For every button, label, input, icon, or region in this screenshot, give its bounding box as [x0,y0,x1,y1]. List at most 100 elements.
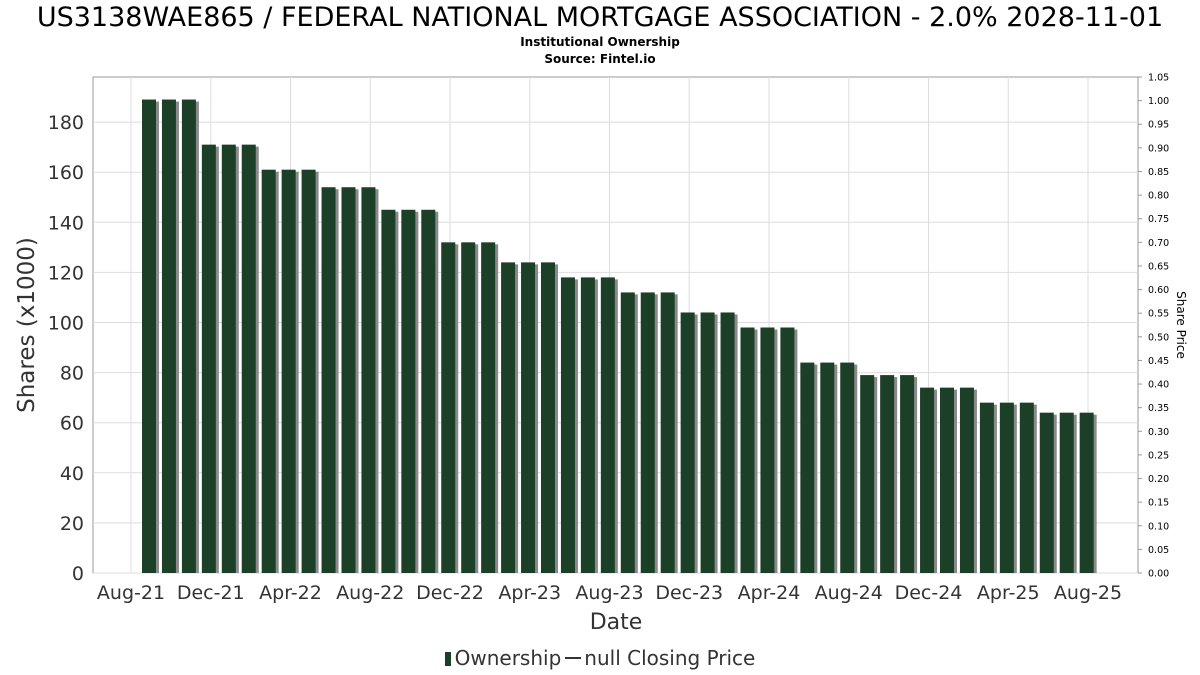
x-tick-label: Aug-25 [1054,582,1122,604]
ownership-bar [281,169,296,573]
y2-tick-label: 0.25 [1148,450,1169,461]
y2-tick-label: 0.80 [1148,191,1169,202]
x-tick-label: Aug-23 [575,582,643,604]
y2-tick-label: 0.60 [1148,285,1169,296]
x-tick-label: Aug-22 [336,582,404,604]
ownership-bar [541,262,555,573]
ownership-bar [261,169,276,573]
ownership-legend-swatch [444,652,451,666]
y2-tick-label: 0.70 [1148,238,1169,249]
y2-tick-label: 0.20 [1148,474,1169,485]
ownership-bar [221,144,236,574]
ownership-bar [161,99,176,573]
x-tick-label: Apr-24 [738,582,801,604]
ownership-bar [421,209,436,573]
y-tick-label: 140 [48,212,84,234]
closing-price-legend-swatch [565,657,582,659]
ownership-bar [461,242,476,574]
chart-subtitle-source: Source: Fintel.io [544,52,656,66]
ownership-bar [780,327,795,573]
y2-axis-title: Share Price [1174,291,1188,359]
y2-tick-label: 0.15 [1148,498,1169,509]
closing-price-legend-label: null Closing Price [584,646,756,670]
chart-title: US3138WAE865 / FEDERAL NATIONAL MORTGAGE… [36,2,1164,33]
ownership-bar [521,262,536,573]
ownership-bar [401,209,416,573]
legend: Ownership null Closing Price [0,646,1200,670]
y2-tick-label: 0.75 [1148,214,1169,225]
y2-tick-label: 1.00 [1148,96,1169,107]
ownership-bar [999,402,1014,573]
x-tick-label: Dec-23 [655,582,723,604]
y-tick-label: 180 [48,112,84,134]
ownership-bar [940,387,954,573]
y-tick-label: 120 [48,262,84,284]
y2-tick-label: 1.05 [1148,73,1169,84]
y2-tick-label: 0.55 [1148,309,1169,320]
y2-tick-label: 0.45 [1148,356,1169,367]
ownership-bar [501,262,516,573]
ownership-bar [181,99,196,573]
ownership-bar [760,327,775,573]
y2-tick-label: 0.95 [1148,120,1169,131]
chart-subtitle-ownership: Institutional Ownership [520,35,680,49]
y-tick-label: 100 [48,312,84,334]
y-tick-label: 160 [48,162,84,184]
ownership-bar [1019,402,1034,573]
y-axis-title: Shares (x1000) [14,237,40,413]
y2-tick-label: 0.85 [1148,167,1169,178]
y2-tick-label: 0.35 [1148,403,1169,414]
ownership-bar [740,327,755,573]
x-tick-label: Apr-22 [259,582,322,604]
ownership-bar [680,312,695,573]
y-tick-label: 20 [60,513,84,535]
ownership-bar [660,292,675,573]
ownership-bar [580,277,595,573]
ownership-bar [640,292,655,573]
ownership-bar [720,312,735,573]
y-tick-label: 0 [72,563,84,585]
ownership-bar [979,402,994,573]
x-tick-label: Apr-23 [498,582,561,604]
ownership-bar [441,242,456,574]
ownership-bar [600,277,615,573]
y2-tick-label: 0.90 [1148,143,1169,154]
y2-tick-label: 0.65 [1148,261,1169,272]
ownership-bar [361,187,376,573]
ownership-legend-label: Ownership [454,646,562,670]
ownership-bar [201,144,216,574]
ownership-bar [800,362,815,573]
x-tick-label: Apr-25 [977,582,1040,604]
x-tick-label: Dec-22 [416,582,484,604]
y-tick-label: 40 [60,463,84,485]
y2-tick-label: 0.40 [1148,380,1169,391]
ownership-bar [620,292,635,573]
y2-tick-label: 0.50 [1148,332,1169,343]
y2-tick-label: 0.30 [1148,427,1169,438]
x-tick-label: Dec-24 [895,582,963,604]
ownership-bar [1059,412,1074,573]
ownership-bar [820,362,835,573]
ownership-bar [321,187,336,573]
ownership-bar [920,387,935,573]
ownership-bar [481,242,496,574]
ownership-bar [860,375,875,573]
ownership-bar [700,312,715,573]
x-tick-label: Dec-21 [177,582,245,604]
y2-tick-label: 0.10 [1148,521,1169,532]
ownership-bar [241,144,256,574]
y2-tick-label: 0.00 [1148,569,1169,580]
ownership-bar [560,277,575,573]
ownership-bar [301,169,316,573]
ownership-bar [142,99,156,573]
ownership-bar [959,387,974,573]
ownership-bar [381,209,396,573]
ownership-bar [840,362,855,573]
x-tick-label: Aug-21 [97,582,165,604]
ownership-bar [341,187,356,573]
y2-tick-label: 0.05 [1148,545,1169,556]
ownership-bar [880,375,895,573]
ownership-bar [900,375,915,573]
chart-area: 0 20 40 60 80 100 120 140 160 180 0.00 0.05 0.10 0.15… [14,73,1188,636]
ownership-bar [1079,412,1094,573]
